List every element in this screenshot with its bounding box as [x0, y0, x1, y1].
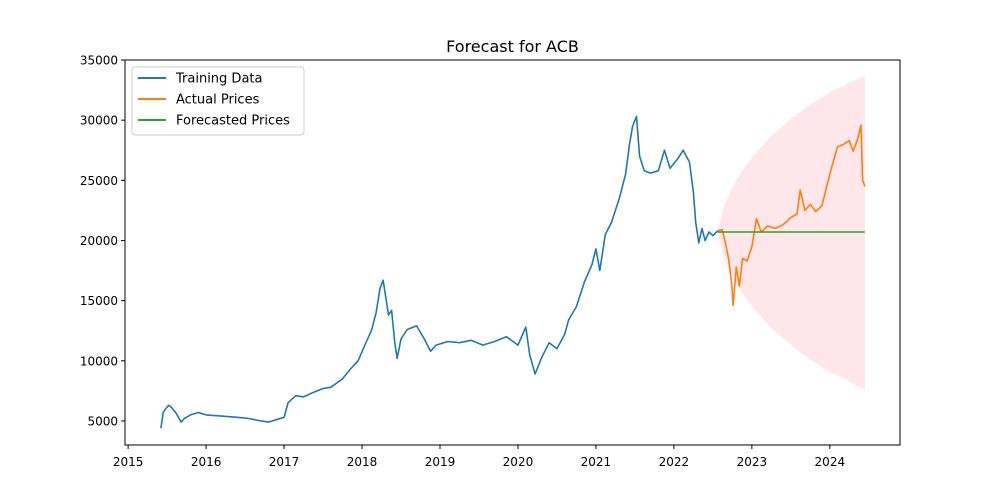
series-line-actual-prices — [717, 124, 866, 307]
x-tick-label: 2020 — [503, 455, 534, 469]
x-tick-label: 2022 — [659, 455, 690, 469]
y-tick-label: 35000 — [80, 54, 118, 68]
series-line-training-data — [160, 115, 719, 429]
plot-frame — [124, 59, 901, 446]
legend: Training Data Actual Prices Forecasted Pri… — [131, 66, 305, 136]
y-tick-label: 30000 — [80, 114, 118, 128]
legend-box — [131, 66, 305, 136]
y-tick-label: 15000 — [80, 294, 118, 308]
x-tick-label: 2019 — [425, 455, 456, 469]
x-tick-label: 2015 — [113, 455, 144, 469]
x-tick-label: 2016 — [191, 455, 222, 469]
y-tick-label: 25000 — [80, 174, 118, 188]
y-tick-label: 5000 — [87, 414, 118, 428]
x-tick-label: 2017 — [269, 455, 300, 469]
chart-title: Forecast for ACB — [446, 37, 579, 56]
x-tick-label: 2024 — [815, 455, 846, 469]
x-tick-label: 2018 — [347, 455, 378, 469]
x-tick-label: 2023 — [737, 455, 768, 469]
y-tick-label: 10000 — [80, 354, 118, 368]
legend-label: Actual Prices — [176, 93, 260, 108]
y-axis: 5000 10000 15000 20000 25000 30000 35000 — [80, 54, 125, 428]
legend-label: Training Data — [175, 72, 262, 87]
y-tick-label: 20000 — [80, 234, 118, 248]
series-layer — [160, 115, 866, 429]
x-tick-label: 2021 — [581, 455, 612, 469]
x-axis: 2015 2016 2017 2018 2019 2020 2021 2022 2023 2024 — [113, 445, 845, 469]
legend-label: Forecasted Prices — [176, 114, 290, 129]
